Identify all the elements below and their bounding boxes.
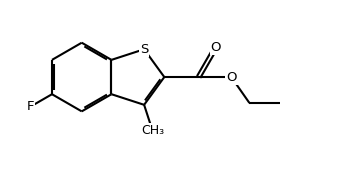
Text: S: S — [140, 43, 148, 56]
Text: CH₃: CH₃ — [141, 124, 164, 137]
Text: F: F — [27, 100, 34, 113]
Text: O: O — [226, 71, 236, 84]
Text: O: O — [211, 41, 221, 54]
